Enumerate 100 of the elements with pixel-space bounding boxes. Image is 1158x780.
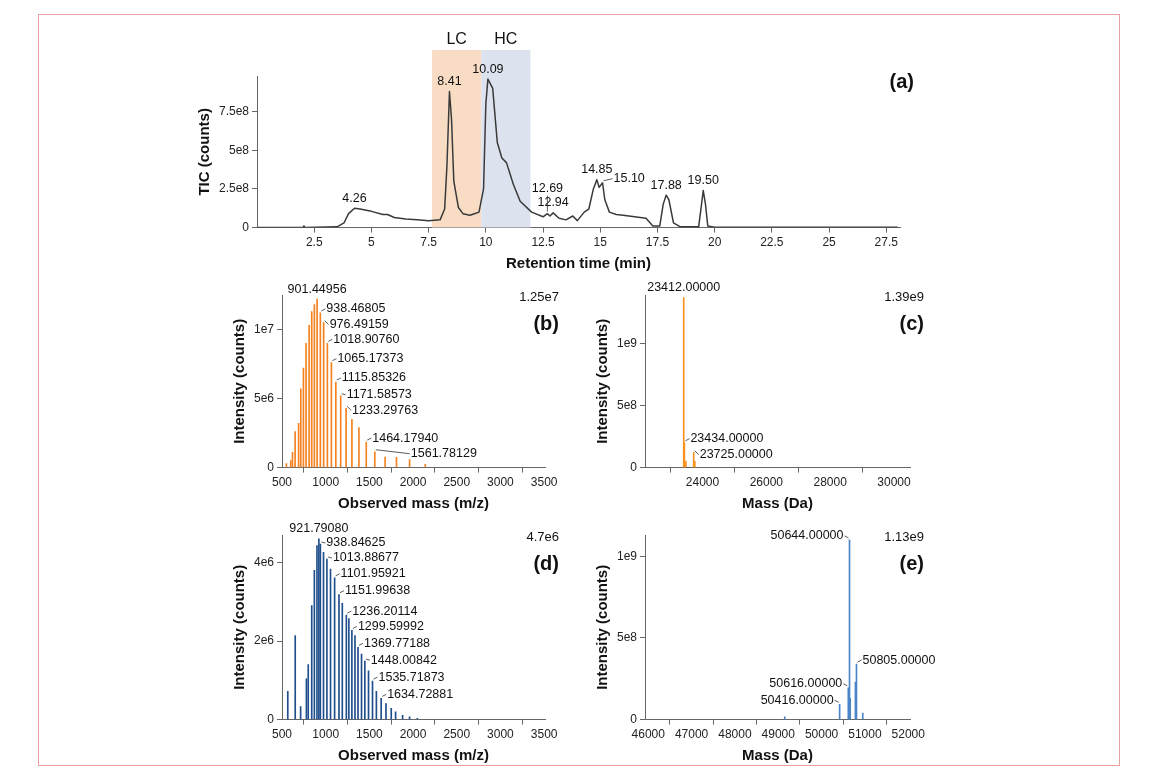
y-axis-title: Intensity (counts) — [230, 564, 248, 690]
x-tick-label: 500 — [272, 475, 293, 490]
annotation: 50805.00000 — [862, 652, 936, 667]
x-axis-title: Mass (Da) — [742, 746, 813, 764]
annotation: 1065.17373 — [337, 351, 404, 366]
x-axis-title: Observed mass (m/z) — [338, 494, 489, 512]
x-tick-label: 2.5 — [305, 235, 323, 250]
annotation: 1634.72881 — [387, 686, 454, 701]
y-tick-label: 5e8 — [616, 397, 638, 412]
y-tick-label: 5e8 — [616, 630, 638, 645]
y-tick-label: 5e8 — [229, 142, 250, 157]
annotation: 1236.20114 — [352, 603, 418, 618]
x-tick-label: 46000 — [631, 727, 666, 742]
annotation: 19.50 — [687, 172, 719, 187]
y-tick-label: 1e9 — [616, 335, 638, 350]
y-tick-label: 0 — [267, 711, 275, 726]
x-tick-label: 20 — [707, 235, 722, 250]
annotation: (b) — [533, 311, 559, 334]
annotation: 1.39e9 — [884, 289, 924, 305]
annotation: (d) — [533, 551, 559, 574]
annotation: 23434.00000 — [690, 431, 764, 446]
annotation: 1.25e7 — [519, 289, 559, 305]
annotation: 14.85 — [581, 162, 613, 177]
y-tick-label: 0 — [267, 459, 275, 474]
y-tick-label: 0 — [242, 219, 250, 234]
annotation: 12.69 — [531, 181, 564, 196]
x-tick-label: 27.5 — [874, 235, 899, 250]
x-tick-label: 1000 — [312, 727, 340, 742]
x-tick-label: 22.5 — [760, 235, 784, 250]
annotation: 8.41 — [437, 73, 462, 88]
annotation: 1018.90760 — [333, 331, 400, 346]
x-tick-label: 26000 — [749, 475, 784, 490]
annotation: 23725.00000 — [699, 447, 773, 462]
x-axis-title: Mass (Da) — [742, 494, 813, 512]
annotation: 1535.71873 — [378, 669, 445, 684]
x-tick-label: 10 — [479, 235, 493, 250]
y-tick-label: 1e9 — [616, 548, 638, 563]
y-axis-title: Intensity (counts) — [593, 318, 611, 444]
annotation: 50644.00000 — [770, 528, 844, 543]
x-tick-label: 47000 — [674, 727, 709, 742]
annotation: 1299.59992 — [357, 618, 424, 633]
annotation: 4.7e6 — [526, 529, 559, 545]
annotation: 1.13e9 — [884, 529, 924, 545]
annotation: 50616.00000 — [769, 676, 843, 691]
x-tick-label: 3500 — [530, 727, 558, 742]
annotation: 1115.85326 — [341, 370, 407, 385]
x-tick-label: 52000 — [891, 727, 926, 742]
y-tick-label: 0 — [630, 711, 638, 726]
annotation: 23412.00000 — [647, 279, 721, 294]
x-axis-title: Retention time (min) — [506, 254, 652, 272]
annotation: 921.79080 — [289, 521, 349, 536]
annotation: 1013.88677 — [332, 550, 400, 565]
annotation: 1171.58573 — [346, 387, 412, 402]
x-tick-label: 3500 — [530, 475, 558, 490]
annotation: 1561.78129 — [410, 446, 477, 461]
annotation: 10.09 — [472, 61, 504, 76]
y-axis-title: Intensity (counts) — [593, 564, 611, 690]
x-tick-label: 48000 — [718, 727, 752, 742]
annotation: 17.88 — [650, 177, 682, 192]
x-tick-label: 30000 — [877, 475, 912, 490]
band-label: LC — [446, 30, 467, 48]
x-tick-label: 28000 — [813, 475, 848, 490]
x-tick-label: 3000 — [487, 475, 515, 490]
x-tick-label: 12.5 — [531, 235, 556, 250]
y-axis-title: TIC (counts) — [195, 108, 213, 196]
annotation: 1151.99638 — [344, 583, 411, 598]
x-tick-label: 15 — [593, 235, 608, 250]
x-tick-label: 50000 — [804, 727, 839, 742]
annotation: 938.46805 — [326, 301, 386, 316]
y-tick-label: 2.5e8 — [219, 181, 250, 196]
annotation: 4.26 — [342, 190, 367, 205]
y-tick-label: 4e6 — [253, 554, 275, 569]
annotation: (e) — [899, 551, 924, 574]
x-tick-label: 3000 — [487, 727, 515, 742]
band-label: HC — [494, 30, 518, 48]
x-tick-label: 1500 — [356, 475, 384, 490]
x-tick-label: 2500 — [443, 727, 471, 742]
annotation: 1464.17940 — [372, 430, 439, 445]
x-tick-label: 2000 — [399, 727, 427, 742]
x-tick-label: 1000 — [312, 475, 340, 490]
y-tick-label: 0 — [630, 459, 638, 474]
x-tick-label: 2500 — [443, 475, 471, 490]
x-tick-label: 49000 — [761, 727, 796, 742]
x-tick-label: 24000 — [685, 475, 720, 490]
x-tick-label: 7.5 — [420, 235, 438, 250]
y-tick-label: 7.5e8 — [219, 103, 250, 118]
x-tick-label: 500 — [272, 727, 293, 742]
annotation: 1233.29763 — [352, 402, 419, 417]
annotation: 1369.77188 — [364, 635, 431, 650]
x-tick-label: 5 — [368, 235, 376, 250]
x-tick-label: 17.5 — [645, 235, 670, 250]
annotation: 1448.00842 — [370, 652, 437, 667]
y-tick-label: 5e6 — [253, 390, 275, 405]
annotation: 938.84625 — [326, 535, 386, 550]
annotation: 50416.00000 — [760, 692, 834, 707]
x-tick-label: 51000 — [848, 727, 882, 742]
annotation: (a) — [889, 69, 914, 92]
x-tick-label: 25 — [822, 235, 837, 250]
x-axis-title: Observed mass (m/z) — [338, 746, 489, 764]
annotation: (c) — [899, 311, 924, 334]
